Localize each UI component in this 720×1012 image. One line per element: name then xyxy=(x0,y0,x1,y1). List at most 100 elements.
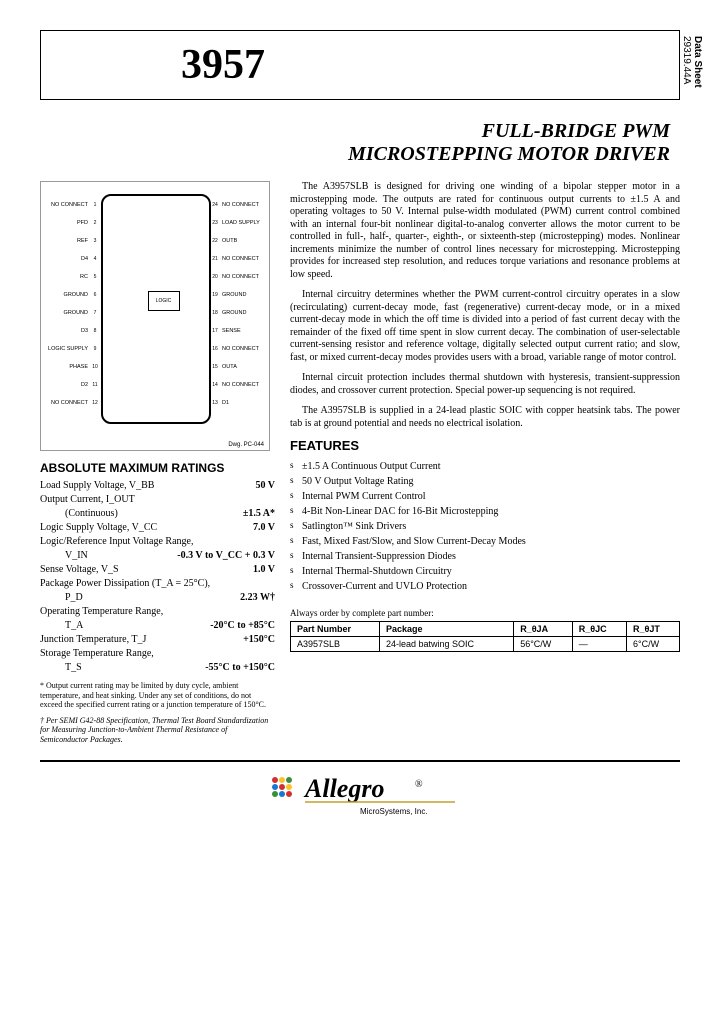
ratings-row: Sense Voltage, V_S1.0 V xyxy=(40,563,275,577)
doc-info: Data Sheet 29319.44A xyxy=(681,36,703,88)
body-p1: The A3957SLB is designed for driving one… xyxy=(290,181,680,281)
order-intro: Always order by complete part number: xyxy=(290,608,680,618)
order-cell: 56°C/W xyxy=(514,637,573,652)
pin-number: 14 xyxy=(211,382,219,388)
feature-item: Internal Thermal-Shutdown Circuitry xyxy=(290,564,680,579)
order-table-row: A3957SLB24-lead batwing SOIC56°C/W—6°C/W xyxy=(291,637,680,652)
feature-item: 4-Bit Non-Linear DAC for 16-Bit Microste… xyxy=(290,504,680,519)
feature-item: Crossover-Current and UVLO Protection xyxy=(290,579,680,594)
pin-number: 6 xyxy=(91,292,99,298)
order-header-cell: R_θJT xyxy=(627,622,680,637)
order-table: Part NumberPackageR_θJAR_θJCR_θJT A3957S… xyxy=(290,621,680,652)
chip-outline: LOGIC xyxy=(101,194,211,424)
order-table-header: Part NumberPackageR_θJAR_θJCR_θJT xyxy=(291,622,680,637)
pin-number: 2 xyxy=(91,220,99,226)
pin-label: NO CONNECT xyxy=(43,202,88,208)
order-header-cell: R_θJA xyxy=(514,622,573,637)
pin-label: NO CONNECT xyxy=(222,274,267,280)
pin-number: 16 xyxy=(211,346,219,352)
doc-type: Data Sheet xyxy=(692,36,703,88)
order-header-cell: Part Number xyxy=(291,622,380,637)
ratings-value: +150°C xyxy=(243,633,275,647)
ratings-label: (Continuous) xyxy=(40,507,118,521)
order-cell: A3957SLB xyxy=(291,637,380,652)
ratings-row: T_S -55°C to +150°C xyxy=(40,661,275,675)
pin-number: 7 xyxy=(91,310,99,316)
logo-area: Allegro ® MicroSystems, Inc. xyxy=(40,772,680,827)
pin-label: LOAD SUPPLY xyxy=(222,220,267,226)
logo-subtitle: MicroSystems, Inc. xyxy=(360,807,428,816)
ratings-label: Operating Temperature Range, xyxy=(40,605,163,619)
pin-label: SENSE xyxy=(222,328,267,334)
feature-item: Internal Transient-Suppression Diodes xyxy=(290,549,680,564)
title-line1: FULL-BRIDGE PWM xyxy=(40,120,670,143)
allegro-logo: Allegro ® MicroSystems, Inc. xyxy=(260,772,460,822)
ratings-row: Junction Temperature, T_J+150°C xyxy=(40,633,275,647)
left-column: LOGIC NO CONNECT1PFD2REF3D44RC5GROUND6GR… xyxy=(40,181,275,745)
pin-number: 4 xyxy=(91,256,99,262)
pinout-diagram: LOGIC NO CONNECT1PFD2REF3D44RC5GROUND6GR… xyxy=(40,181,270,451)
pin-number: 13 xyxy=(211,400,219,406)
ratings-value: ±1.5 A* xyxy=(243,507,275,521)
pin-number: 20 xyxy=(211,274,219,280)
ratings-label: Logic/Reference Input Voltage Range, xyxy=(40,535,193,549)
svg-text:®: ® xyxy=(415,779,423,790)
pin-number: 19 xyxy=(211,292,219,298)
ratings-label: Logic Supply Voltage, V_CC xyxy=(40,521,157,535)
pin-label: GROUND xyxy=(43,292,88,298)
order-cell: 6°C/W xyxy=(627,637,680,652)
body-p4: The A3957SLB is supplied in a 24-lead pl… xyxy=(290,405,680,430)
pin-number: 5 xyxy=(91,274,99,280)
pin-number: 1 xyxy=(91,202,99,208)
pin-label: OUTA xyxy=(222,364,267,370)
logic-block: LOGIC xyxy=(148,291,180,311)
pin-label: D1 xyxy=(222,400,267,406)
ratings-value: -20°C to +85°C xyxy=(210,619,275,633)
ratings-row: V_IN-0.3 V to V_CC + 0.3 V xyxy=(40,549,275,563)
ratings-label: T_A xyxy=(40,619,83,633)
ratings-label: Load Supply Voltage, V_BB xyxy=(40,479,154,493)
ratings-value: 1.0 V xyxy=(253,563,275,577)
main-content: LOGIC NO CONNECT1PFD2REF3D44RC5GROUND6GR… xyxy=(40,181,680,745)
ratings-label: Package Power Dissipation (T_A = 25°C), xyxy=(40,577,210,591)
features-heading: FEATURES xyxy=(290,438,680,453)
ratings-heading: ABSOLUTE MAXIMUM RATINGS xyxy=(40,461,275,475)
ratings-row: (Continuous) ±1.5 A* xyxy=(40,507,275,521)
ratings-row: P_D 2.23 W† xyxy=(40,591,275,605)
order-header-cell: R_θJC xyxy=(572,622,626,637)
pin-label: GROUND xyxy=(43,310,88,316)
part-number: 3957 xyxy=(181,41,265,89)
ratings-row: Load Supply Voltage, V_BB 50 V xyxy=(40,479,275,493)
pin-label: PHASE xyxy=(43,364,88,370)
feature-item: Satlington™ Sink Drivers xyxy=(290,519,680,534)
pin-label: GROUND xyxy=(222,310,267,316)
title-line2: MICROSTEPPING MOTOR DRIVER xyxy=(40,143,670,166)
ratings-label: T_S xyxy=(40,661,82,675)
pin-label: NO CONNECT xyxy=(222,382,267,388)
footnote-1: * Output current rating may be limited b… xyxy=(40,681,275,710)
ratings-label: Output Current, I_OUT xyxy=(40,493,135,507)
ratings-value: 50 V xyxy=(255,479,275,493)
pin-label: LOGIC SUPPLY xyxy=(43,346,88,352)
right-column: The A3957SLB is designed for driving one… xyxy=(290,181,680,745)
footer-rule xyxy=(40,760,680,762)
logo-text: Allegro xyxy=(303,774,384,803)
pin-label: OUTB xyxy=(222,238,267,244)
ratings-value: 2.23 W† xyxy=(240,591,275,605)
footnote-2: † Per SEMI G42-88 Specification, Thermal… xyxy=(40,716,275,745)
ratings-value: -55°C to +150°C xyxy=(205,661,275,675)
pin-label: NO CONNECT xyxy=(222,256,267,262)
pin-number: 9 xyxy=(91,346,99,352)
pin-label: RC xyxy=(43,274,88,280)
pin-number: 23 xyxy=(211,220,219,226)
pin-label: GROUND xyxy=(222,292,267,298)
title-block: FULL-BRIDGE PWM MICROSTEPPING MOTOR DRIV… xyxy=(40,120,670,166)
ratings-row: Package Power Dissipation (T_A = 25°C), xyxy=(40,577,275,591)
pin-label: D4 xyxy=(43,256,88,262)
ratings-label: P_D xyxy=(40,591,83,605)
pin-number: 8 xyxy=(91,328,99,334)
pin-number: 17 xyxy=(211,328,219,334)
order-header-cell: Package xyxy=(379,622,513,637)
body-p3: Internal circuit protection includes the… xyxy=(290,372,680,397)
ratings-value: -0.3 V to V_CC + 0.3 V xyxy=(177,549,275,563)
